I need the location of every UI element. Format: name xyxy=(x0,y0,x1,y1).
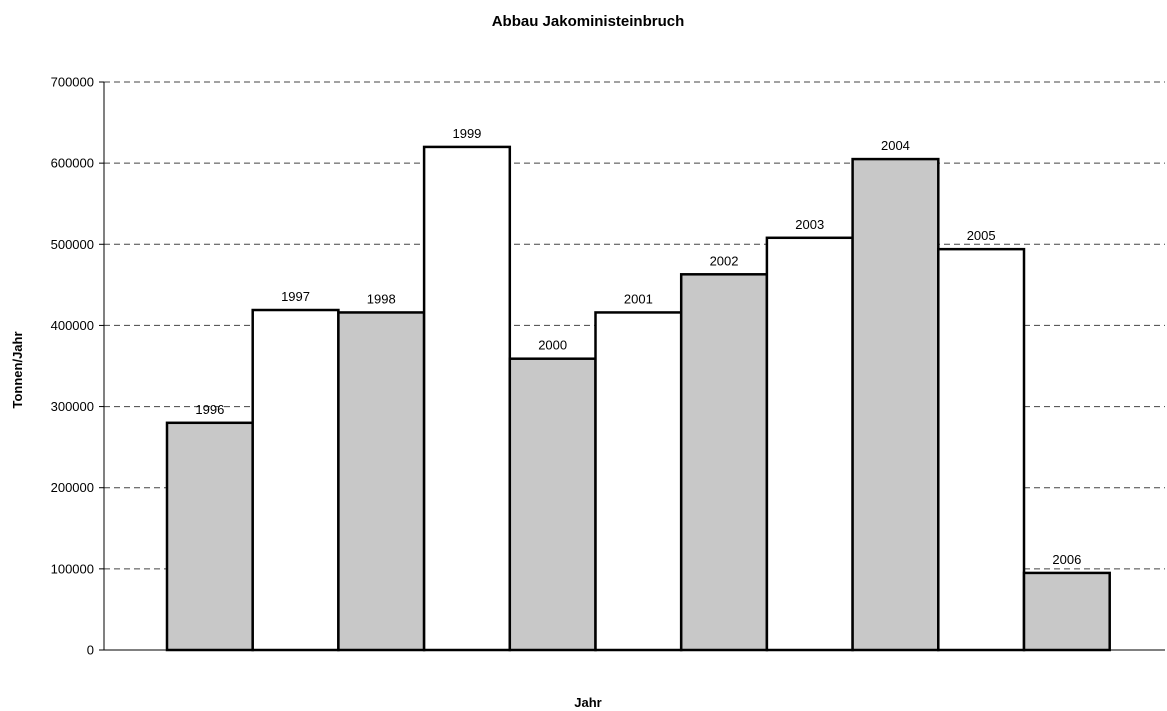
bar-1998 xyxy=(337,311,426,652)
data-label-2000: 2000 xyxy=(538,338,567,353)
data-label-2002: 2002 xyxy=(710,253,739,268)
bar-2003 xyxy=(765,236,854,652)
bar-1999 xyxy=(422,145,512,652)
y-tick-label: 0 xyxy=(87,643,94,658)
bar-2001 xyxy=(594,311,683,652)
bar-2004 xyxy=(851,157,940,652)
bars xyxy=(165,145,1111,652)
y-axis-title: Tonnen/Jahr xyxy=(10,331,25,408)
data-label-2005: 2005 xyxy=(967,228,996,243)
data-label-2004: 2004 xyxy=(881,138,910,153)
bar-2002 xyxy=(679,273,769,652)
data-label-2003: 2003 xyxy=(795,217,824,232)
y-tick-label: 300000 xyxy=(51,399,94,414)
data-label-2006: 2006 xyxy=(1052,552,1081,567)
data-label-2001: 2001 xyxy=(624,291,653,306)
data-label-1999: 1999 xyxy=(452,126,481,141)
data-label-1997: 1997 xyxy=(281,289,310,304)
chart-title: Abbau Jakoministeinbruch xyxy=(492,13,685,30)
bar-1996 xyxy=(165,421,254,652)
bar-1997 xyxy=(251,308,340,652)
y-tick-label: 700000 xyxy=(51,75,94,90)
y-tick-label: 200000 xyxy=(51,480,94,495)
data-label-1998: 1998 xyxy=(367,291,396,306)
y-tick-label: 400000 xyxy=(51,318,94,333)
y-tick-label: 600000 xyxy=(51,156,94,171)
bar-2000 xyxy=(508,357,597,652)
y-tick-label: 100000 xyxy=(51,561,94,576)
y-tick-label: 500000 xyxy=(51,237,94,252)
bar-2005 xyxy=(937,247,1026,652)
data-label-1996: 1996 xyxy=(195,402,224,417)
data-labels: 1996 1997 1998 1999 2000 2001 2002 2003 2004 2005… xyxy=(195,126,1081,567)
bar-2006 xyxy=(1022,571,1111,652)
x-axis-title: Jahr xyxy=(574,695,601,710)
y-axis-ticks: 0 100000 200000 300000 400000 500000 600000 700… xyxy=(51,75,104,658)
